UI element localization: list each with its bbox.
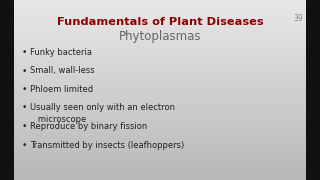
Bar <box>14 177 306 180</box>
Bar <box>14 123 306 126</box>
Bar <box>14 27 306 30</box>
Bar <box>14 21 306 24</box>
Text: Fundamentals of Plant Diseases: Fundamentals of Plant Diseases <box>57 17 263 27</box>
Bar <box>14 114 306 117</box>
Bar <box>14 126 306 129</box>
Bar <box>14 105 306 108</box>
Bar <box>14 99 306 102</box>
Bar <box>14 138 306 141</box>
Bar <box>14 9 306 12</box>
Bar <box>14 72 306 75</box>
Bar <box>14 90 306 93</box>
Bar <box>14 87 306 90</box>
Bar <box>14 129 306 132</box>
Bar <box>14 48 306 51</box>
Bar <box>14 0 306 3</box>
Text: •: • <box>22 103 28 112</box>
Bar <box>14 147 306 150</box>
Bar <box>14 24 306 27</box>
Bar <box>14 78 306 81</box>
Text: Transmitted by insects (leafhoppers): Transmitted by insects (leafhoppers) <box>30 141 184 150</box>
Bar <box>14 159 306 162</box>
Bar <box>14 93 306 96</box>
Bar <box>14 174 306 177</box>
Bar <box>14 102 306 105</box>
Bar <box>306 0 320 180</box>
Text: •: • <box>22 85 28 94</box>
Bar <box>14 171 306 174</box>
Bar <box>14 117 306 120</box>
Bar <box>14 96 306 99</box>
Bar <box>14 69 306 72</box>
Text: •: • <box>22 48 28 57</box>
Bar <box>14 45 306 48</box>
Bar <box>14 54 306 57</box>
Text: Small, wall-less: Small, wall-less <box>30 66 95 75</box>
Bar <box>14 63 306 66</box>
Text: 39: 39 <box>293 14 303 23</box>
Bar <box>14 39 306 42</box>
Bar <box>14 135 306 138</box>
Bar <box>14 150 306 153</box>
Bar <box>14 36 306 39</box>
Bar <box>14 60 306 63</box>
Text: •: • <box>22 122 28 131</box>
Bar <box>14 144 306 147</box>
Bar <box>14 33 306 36</box>
Text: Phytoplasmas: Phytoplasmas <box>119 30 201 43</box>
Text: Phloem limited: Phloem limited <box>30 85 93 94</box>
Bar <box>14 132 306 135</box>
Bar <box>14 162 306 165</box>
Bar <box>14 156 306 159</box>
Bar <box>14 12 306 15</box>
Bar <box>14 81 306 84</box>
Bar <box>14 30 306 33</box>
Bar <box>14 3 306 6</box>
Bar <box>14 42 306 45</box>
Text: •: • <box>22 141 28 150</box>
Bar <box>14 165 306 168</box>
Bar <box>14 6 306 9</box>
Bar <box>14 120 306 123</box>
Text: •: • <box>22 66 28 75</box>
Bar <box>14 18 306 21</box>
Bar <box>14 111 306 114</box>
Text: Usually seen only with an electron
   microscope: Usually seen only with an electron micro… <box>30 103 175 124</box>
Bar <box>14 84 306 87</box>
Text: Funky bacteria: Funky bacteria <box>30 48 92 57</box>
Bar <box>14 141 306 144</box>
Bar <box>14 57 306 60</box>
Text: Reproduce by binary fission: Reproduce by binary fission <box>30 122 147 131</box>
Bar <box>14 66 306 69</box>
Bar <box>0 0 14 180</box>
Bar <box>14 51 306 54</box>
Bar <box>14 168 306 171</box>
Bar <box>14 153 306 156</box>
Bar <box>14 108 306 111</box>
Bar <box>14 75 306 78</box>
Bar <box>14 15 306 18</box>
